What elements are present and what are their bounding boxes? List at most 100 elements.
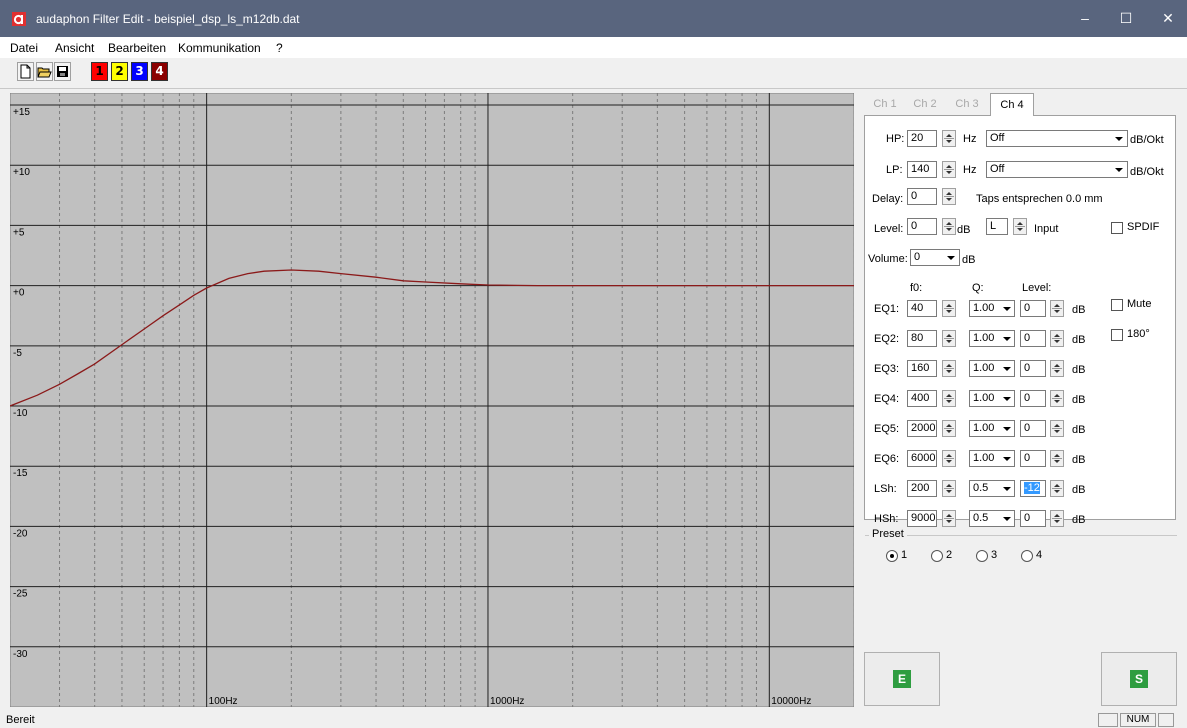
lp-frequency-input[interactable]: 140: [907, 161, 937, 178]
spdif-checkbox[interactable]: [1111, 222, 1123, 234]
level-spinner[interactable]: [942, 218, 956, 235]
input-spinner[interactable]: [1013, 218, 1027, 235]
eq-row-8-level-input[interactable]: 0: [1020, 510, 1046, 527]
eq-row-1-level-input[interactable]: 0: [1020, 300, 1046, 317]
num-indicator: NUM: [1120, 713, 1156, 727]
eq-row-4-level-input[interactable]: 0: [1020, 390, 1046, 407]
hp-mode-dropdown-icon[interactable]: [1112, 131, 1126, 146]
hp-frequency-spinner[interactable]: [942, 130, 956, 147]
eq-row-1-f0-input[interactable]: 40: [907, 300, 937, 317]
level-input[interactable]: 0: [907, 218, 937, 235]
input-select[interactable]: L: [986, 218, 1008, 235]
hp-mode-select[interactable]: Off: [986, 130, 1128, 147]
eq-row-3-level-spinner[interactable]: [1050, 360, 1064, 377]
eq-row-6-label: EQ6:: [874, 453, 900, 465]
mute-checkbox[interactable]: [1111, 299, 1123, 311]
menu-help[interactable]: ?: [276, 41, 283, 55]
eq-row-6-level-spinner[interactable]: [1050, 450, 1064, 467]
eq-row-6-db-label: dB: [1072, 454, 1086, 466]
eq-row-4-level-spinner[interactable]: [1050, 390, 1064, 407]
y-tick-label: +5: [13, 227, 25, 238]
eq-row-3-f0-spinner[interactable]: [942, 360, 956, 377]
eq-row-7-q-dropdown-icon[interactable]: [1000, 481, 1014, 496]
eq-row-7-level-input[interactable]: -12: [1020, 480, 1046, 497]
eq-row-6-q-dropdown-icon[interactable]: [1000, 451, 1014, 466]
s-button[interactable]: S: [1101, 652, 1177, 706]
eq-row-6-f0-input[interactable]: 6000: [907, 450, 937, 467]
menu-kommunikation[interactable]: Kommunikation: [178, 41, 261, 55]
lp-mode-dropdown-icon[interactable]: [1112, 162, 1126, 177]
menu-ansicht[interactable]: Ansicht: [55, 41, 95, 55]
channel-3-button[interactable]: 3: [131, 62, 148, 81]
eq-row-6-level-input[interactable]: 0: [1020, 450, 1046, 467]
volume-dropdown-icon[interactable]: [944, 250, 958, 265]
preset-radio-4[interactable]: [1021, 550, 1033, 562]
eq-row-1-f0-spinner[interactable]: [942, 300, 956, 317]
preset-radio-1[interactable]: [886, 550, 898, 562]
delay-spinner[interactable]: [942, 188, 956, 205]
y-tick-label: -15: [13, 468, 28, 479]
eq-row-6-f0-spinner[interactable]: [942, 450, 956, 467]
phase-180-checkbox[interactable]: [1111, 329, 1123, 341]
eq-row-2-level-input[interactable]: 0: [1020, 330, 1046, 347]
eq-row-8-f0-input[interactable]: 9000: [907, 510, 937, 527]
eq-row-4-f0-spinner[interactable]: [942, 390, 956, 407]
menu-bearbeiten[interactable]: Bearbeiten: [108, 41, 167, 55]
eq-row-8-level-spinner[interactable]: [1050, 510, 1064, 527]
e-button-label: E: [893, 670, 911, 688]
y-tick-label: -5: [13, 348, 22, 359]
y-tick-label: +15: [13, 107, 30, 118]
channel-4-button[interactable]: 4: [151, 62, 168, 81]
eq-row-2-f0-spinner[interactable]: [942, 330, 956, 347]
y-axis-labels: +15 +10 +5 +0 -5 -10 -15 -20 -25 -30: [13, 107, 30, 660]
new-file-icon[interactable]: [17, 62, 34, 81]
menu-datei[interactable]: Datei: [10, 41, 39, 55]
preset-radio-3[interactable]: [976, 550, 988, 562]
channel-1-button[interactable]: 1: [91, 62, 108, 81]
preset-radio-2[interactable]: [931, 550, 943, 562]
lp-mode-select[interactable]: Off: [986, 161, 1128, 178]
maximize-button[interactable]: ☐: [1119, 10, 1133, 26]
eq-row-5-f0-spinner[interactable]: [942, 420, 956, 437]
eq-row-4-q-dropdown-icon[interactable]: [1000, 391, 1014, 406]
tab-ch2[interactable]: Ch 2: [913, 98, 937, 110]
minimize-button[interactable]: –: [1081, 10, 1089, 26]
eq-row-5-level-value: 0: [1024, 422, 1031, 434]
delay-info-text: Taps entsprechen 0.0 mm: [976, 193, 1103, 205]
lp-frequency-spinner[interactable]: [942, 161, 956, 178]
e-button[interactable]: E: [864, 652, 940, 706]
eq-row-8-q-dropdown-icon[interactable]: [1000, 511, 1014, 526]
eq-row-4-f0-input[interactable]: 400: [907, 390, 937, 407]
eq-row-5-q-dropdown-icon[interactable]: [1000, 421, 1014, 436]
lp-unit-label: dB/Okt: [1130, 166, 1164, 178]
tab-ch3[interactable]: Ch 3: [955, 98, 979, 110]
tab-ch1[interactable]: Ch 1: [873, 98, 897, 110]
tab-ch4[interactable]: Ch 4: [990, 93, 1034, 116]
eq-row-7-level-spinner[interactable]: [1050, 480, 1064, 497]
eq-row-7-f0-spinner[interactable]: [942, 480, 956, 497]
volume-value: 0: [914, 251, 921, 263]
eq-row-5-f0-input[interactable]: 2000: [907, 420, 937, 437]
eq-row-3-q-dropdown-icon[interactable]: [1000, 361, 1014, 376]
eq-row-2-f0-input[interactable]: 80: [907, 330, 937, 347]
eq-row-1-level-spinner[interactable]: [1050, 300, 1064, 317]
eq-row-3-level-input[interactable]: 0: [1020, 360, 1046, 377]
eq-row-2-q-dropdown-icon[interactable]: [1000, 331, 1014, 346]
eq-row-3-q-value: 1.00: [973, 362, 995, 374]
eq-row-3-f0-input[interactable]: 160: [907, 360, 937, 377]
eq-row-8-f0-spinner[interactable]: [942, 510, 956, 527]
eq-row-7-f0-input[interactable]: 200: [907, 480, 937, 497]
open-folder-icon[interactable]: [36, 62, 53, 81]
hp-mode-value: Off: [990, 132, 1005, 144]
save-icon[interactable]: [54, 62, 71, 81]
eq-row-5-level-input[interactable]: 0: [1020, 420, 1046, 437]
eq-row-1-q-dropdown-icon[interactable]: [1000, 301, 1014, 316]
hp-frequency-input[interactable]: 20: [907, 130, 937, 147]
close-button[interactable]: ✕: [1162, 10, 1174, 26]
eq-row-4-label: EQ4:: [874, 393, 900, 405]
channel-2-button[interactable]: 2: [111, 62, 128, 81]
eq-row-1-db-label: dB: [1072, 304, 1086, 316]
eq-row-5-level-spinner[interactable]: [1050, 420, 1064, 437]
eq-row-2-level-spinner[interactable]: [1050, 330, 1064, 347]
delay-input[interactable]: 0: [907, 188, 937, 205]
